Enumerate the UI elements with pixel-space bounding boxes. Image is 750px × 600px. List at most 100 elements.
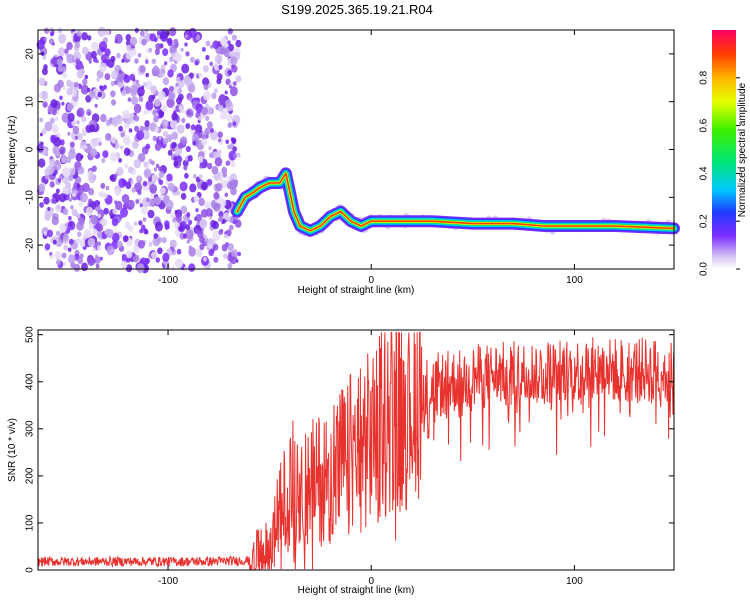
noise-blob <box>218 138 222 143</box>
noise-blob <box>188 97 192 102</box>
noise-blob <box>67 131 71 136</box>
noise-blob <box>171 52 175 58</box>
noise-blob <box>190 124 196 131</box>
spectrogram-x-ticks: -100 0 100 <box>158 30 583 286</box>
noise-blob <box>82 46 89 56</box>
noise-blob <box>197 156 204 163</box>
noise-blob <box>229 86 238 97</box>
noise-blob <box>128 128 133 133</box>
noise-blob <box>38 77 46 86</box>
noise-blob <box>184 42 188 47</box>
noise-blob <box>91 41 99 51</box>
snr-series <box>37 331 675 570</box>
noise-blob <box>74 212 78 216</box>
noise-blob <box>80 65 85 70</box>
noise-blob <box>123 74 131 84</box>
spectrogram-noise <box>36 26 242 274</box>
noise-blob <box>237 251 242 257</box>
noise-blob <box>116 167 124 176</box>
noise-blob <box>137 239 146 249</box>
chart-title: S199.2025.365.19.21.R04 <box>281 2 433 17</box>
noise-blob <box>61 252 67 259</box>
noise-blob <box>132 115 137 121</box>
noise-blob <box>185 51 190 57</box>
noise-blob <box>110 80 116 87</box>
noise-blob <box>227 122 232 128</box>
noise-blob <box>199 243 205 251</box>
noise-blob <box>104 48 111 57</box>
noise-blob <box>227 144 231 150</box>
noise-blob <box>138 220 143 226</box>
noise-blob <box>57 47 66 57</box>
noise-blob <box>88 59 92 64</box>
noise-blob <box>114 200 118 205</box>
noise-blob <box>218 104 224 112</box>
noise-blob <box>77 231 82 237</box>
noise-blob <box>122 235 129 243</box>
noise-blob <box>154 142 162 151</box>
noise-blob <box>115 114 123 125</box>
noise-blob <box>94 256 101 264</box>
noise-blob <box>185 145 191 153</box>
noise-blob <box>98 142 102 146</box>
noise-blob <box>201 106 208 116</box>
noise-blob <box>88 173 96 184</box>
noise-blob <box>195 34 201 41</box>
noise-blob <box>57 27 63 34</box>
noise-blob <box>222 172 227 178</box>
noise-blob <box>124 138 131 146</box>
noise-blob <box>43 37 47 42</box>
noise-blob <box>148 241 153 247</box>
colorbar-label: Normalized spectral amplitude <box>737 82 748 217</box>
noise-blob <box>175 258 183 269</box>
noise-blob <box>148 94 155 103</box>
noise-blob <box>154 126 160 133</box>
noise-blob <box>223 212 230 221</box>
noise-blob <box>44 174 50 180</box>
noise-blob <box>70 205 74 210</box>
noise-blob <box>156 236 162 244</box>
noise-blob <box>53 160 62 171</box>
noise-blob <box>103 84 107 90</box>
noise-blob <box>166 97 175 108</box>
spectrogram-y-label: Frequency (Hz) <box>7 116 18 185</box>
noise-blob <box>82 78 88 86</box>
noise-blob <box>153 167 157 172</box>
noise-blob <box>122 109 130 119</box>
noise-blob <box>134 58 139 64</box>
snr-x-label: Height of straight line (km) <box>298 585 415 596</box>
noise-blob <box>202 77 210 86</box>
noise-blob <box>212 243 219 251</box>
noise-blob <box>110 90 116 98</box>
noise-blob <box>199 218 208 229</box>
noise-blob <box>229 224 234 231</box>
noise-blob <box>106 245 115 256</box>
noise-blob <box>167 69 174 78</box>
noise-blob <box>141 38 147 46</box>
noise-blob <box>158 136 162 140</box>
noise-blob <box>51 216 59 226</box>
noise-blob <box>121 89 127 97</box>
noise-blob <box>77 166 85 175</box>
noise-blob <box>219 110 227 120</box>
noise-blob <box>154 221 163 232</box>
noise-blob <box>139 30 145 37</box>
noise-blob <box>157 90 166 101</box>
noise-blob <box>78 201 83 208</box>
noise-blob <box>145 48 150 53</box>
colorbar-tick-label: 0.0 <box>699 262 710 276</box>
noise-blob <box>168 91 176 101</box>
noise-blob <box>226 113 233 122</box>
noise-blob <box>230 56 238 66</box>
noise-blob <box>186 212 191 218</box>
noise-blob <box>167 182 175 192</box>
colorbar: 0.0 0.2 0.4 0.6 0.8 Normalized spectral ampl… <box>699 30 748 276</box>
noise-blob <box>188 245 192 250</box>
noise-blob <box>151 66 160 77</box>
noise-blob <box>209 61 213 67</box>
noise-blob <box>192 140 196 146</box>
noise-blob <box>73 263 81 272</box>
noise-blob <box>169 56 174 63</box>
noise-blob <box>195 208 199 213</box>
noise-blob <box>92 228 98 236</box>
